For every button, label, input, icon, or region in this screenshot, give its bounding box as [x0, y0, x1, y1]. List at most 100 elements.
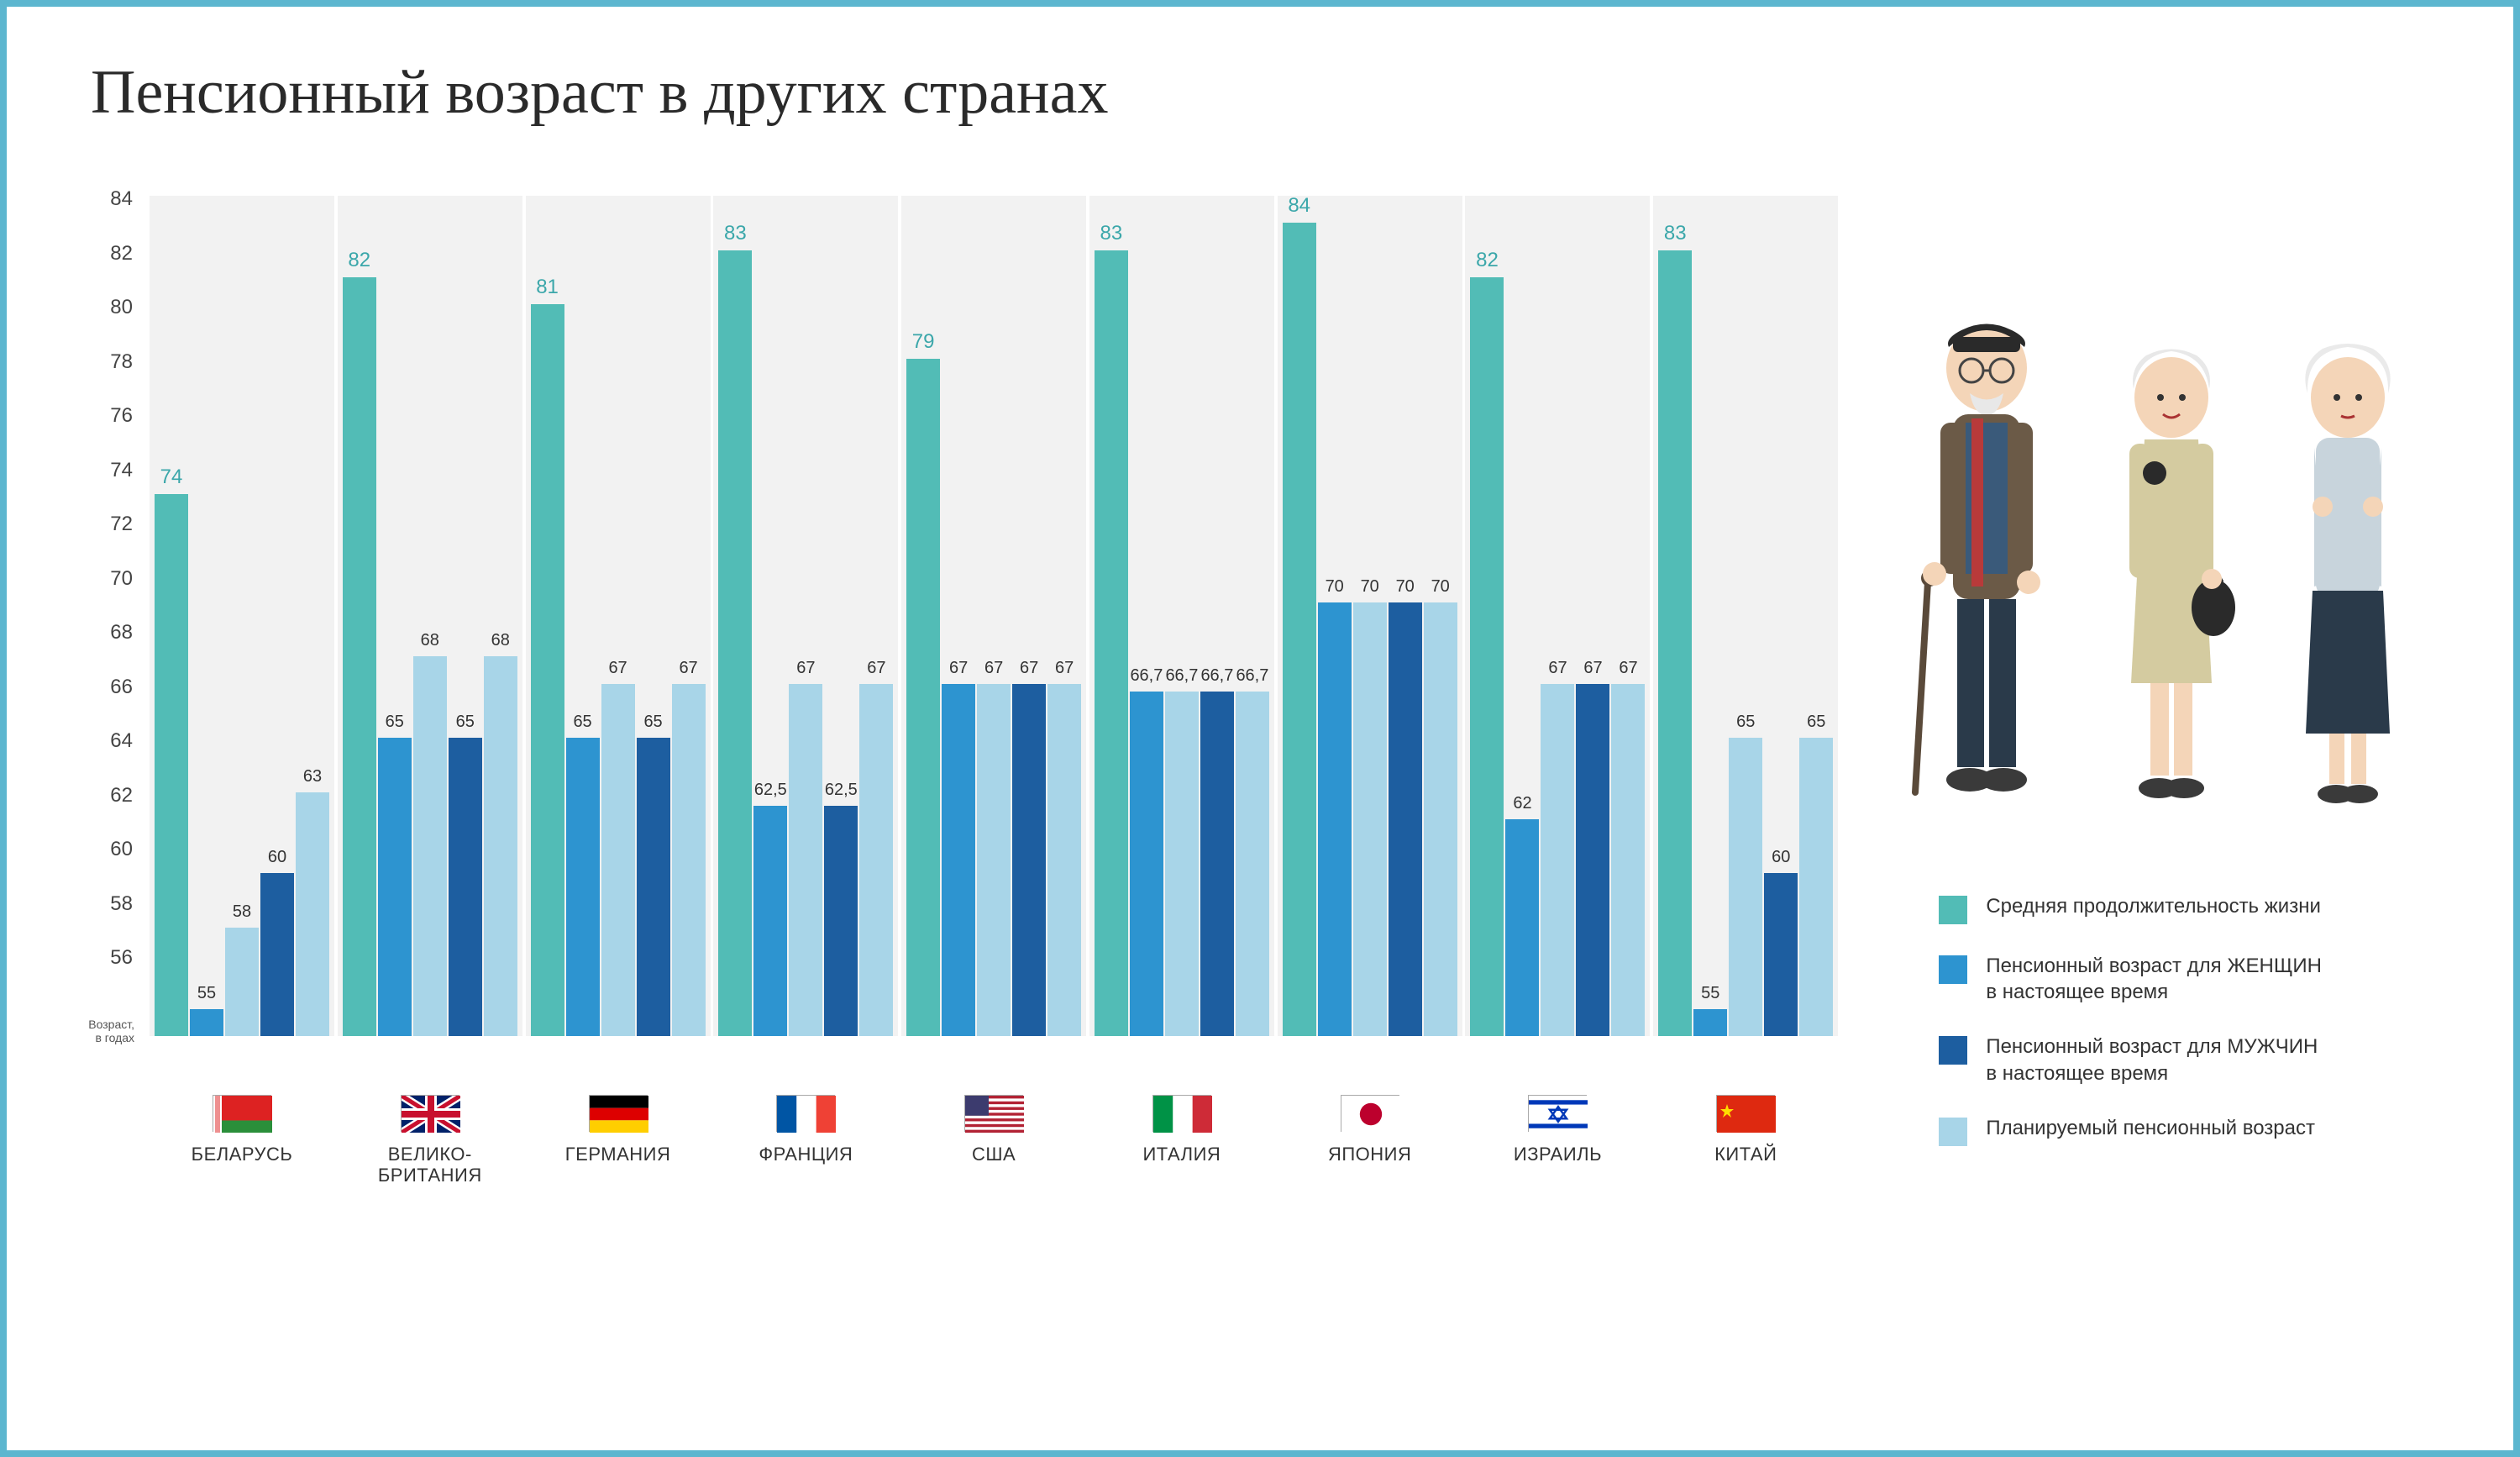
x-label-group: США — [901, 1086, 1086, 1221]
bar-men: 67 — [1012, 684, 1046, 1036]
bar-women_plan: 66,7 — [1165, 692, 1199, 1036]
bar-men: 70 — [1389, 602, 1422, 1036]
bar-men_plan: 67 — [1047, 684, 1081, 1036]
y-tick: 64 — [110, 729, 133, 753]
country-name: США — [901, 1144, 1086, 1165]
bar-value-label: 67 — [1055, 659, 1074, 678]
y-tick: 78 — [110, 350, 133, 374]
bar-women_plan: 68 — [413, 656, 447, 1036]
bar-life: 81 — [531, 304, 564, 1036]
bar-value-label: 67 — [1619, 659, 1637, 678]
bar-men: 65 — [449, 738, 482, 1036]
infographic-frame: Пенсионный возраст в других странах 56 58… — [0, 0, 2520, 1457]
legend-item: Пенсионный возраст для ЖЕНЩИНв настоящее… — [1939, 953, 2446, 1005]
bar-value-label: 65 — [386, 713, 404, 732]
y-tick: 66 — [110, 676, 133, 699]
country-name: ВЕЛИКО-БРИТАНИЯ — [338, 1144, 522, 1186]
legend-item: Средняя продолжительность жизни — [1939, 893, 2446, 924]
flag-icon — [401, 1095, 459, 1132]
bar-value-label: 82 — [348, 249, 370, 272]
flag-icon — [1716, 1095, 1775, 1132]
bar-value-label: 67 — [1583, 659, 1602, 678]
bar-value-label: 70 — [1431, 577, 1450, 597]
y-tick: 74 — [110, 459, 133, 482]
bar-women_plan: 67 — [601, 684, 635, 1036]
bar-life: 74 — [155, 494, 188, 1036]
bar-value-label: 70 — [1396, 577, 1415, 597]
flag-icon — [1152, 1095, 1211, 1132]
x-label-group: ВЕЛИКО-БРИТАНИЯ — [338, 1086, 522, 1221]
country-name: ИЗРАИЛЬ — [1465, 1144, 1650, 1165]
flag-icon — [589, 1095, 648, 1132]
bar-value-label: 58 — [233, 902, 251, 922]
bar-women: 65 — [378, 738, 412, 1036]
bar-life: 82 — [1470, 277, 1504, 1036]
bar-men: 66,7 — [1200, 692, 1234, 1036]
bar-value-label: 70 — [1326, 577, 1344, 597]
bar-men_plan: 67 — [672, 684, 706, 1036]
bar-value-label: 67 — [984, 659, 1003, 678]
bar-men: 60 — [1764, 873, 1798, 1036]
bar-women: 62 — [1505, 819, 1539, 1036]
bar-value-label: 66,7 — [1130, 666, 1163, 686]
elderly-illustration — [1880, 196, 2446, 834]
legend-text: Планируемый пенсионный возраст — [1986, 1115, 2315, 1141]
bar-value-label: 65 — [1736, 713, 1755, 732]
bar-life: 83 — [1658, 250, 1692, 1036]
bar-group: 7967676767 — [901, 196, 1086, 1036]
bar-group: 8470707070 — [1278, 196, 1462, 1036]
bar-group: 8362,56762,567 — [713, 196, 898, 1036]
legend-swatch — [1939, 955, 1967, 984]
y-tick: 70 — [110, 567, 133, 591]
flag-icon — [964, 1095, 1023, 1132]
flag-icon — [1528, 1095, 1587, 1132]
bar-women_plan: 70 — [1353, 602, 1387, 1036]
bar-value-label: 62,5 — [825, 781, 858, 800]
bar-life: 84 — [1283, 223, 1316, 1036]
bar-value-label: 79 — [912, 330, 935, 354]
bar-value-label: 65 — [1807, 713, 1825, 732]
bar-value-label: 65 — [573, 713, 591, 732]
bar-women: 55 — [1693, 1009, 1727, 1036]
legend-item: Планируемый пенсионный возраст — [1939, 1115, 2446, 1146]
bar-men: 67 — [1576, 684, 1609, 1036]
x-label-group: ГЕРМАНИЯ — [526, 1086, 711, 1221]
bar-women: 67 — [942, 684, 975, 1036]
y-tick: 56 — [110, 946, 133, 970]
flag-icon — [776, 1095, 835, 1132]
bar-value-label: 62,5 — [754, 781, 787, 800]
bar-value-label: 55 — [1701, 984, 1719, 1003]
bar-value-label: 67 — [1548, 659, 1567, 678]
x-label-group: ЯПОНИЯ — [1278, 1086, 1462, 1221]
page-title: Пенсионный возраст в других странах — [91, 57, 2446, 129]
bar-value-label: 67 — [679, 659, 697, 678]
bar-life: 83 — [718, 250, 752, 1036]
bar-men_plan: 70 — [1424, 602, 1457, 1036]
x-label-group: БЕЛАРУСЬ — [150, 1086, 334, 1221]
sidebar: Средняя продолжительность жизни Пенсионны… — [1880, 196, 2446, 1221]
bar-groups: 7455586063826568656881656765678362,56762… — [150, 196, 1838, 1036]
bar-value-label: 66,7 — [1236, 666, 1268, 686]
bar-women_plan: 58 — [225, 928, 259, 1036]
flag-icon — [1341, 1095, 1399, 1132]
legend-item: Пенсионный возраст для МУЖЧИНв настоящее… — [1939, 1034, 2446, 1086]
bar-women_plan: 65 — [1729, 738, 1762, 1036]
bar-value-label: 63 — [303, 767, 322, 786]
bar-value-label: 67 — [949, 659, 968, 678]
y-tick: 76 — [110, 404, 133, 428]
bar-value-label: 74 — [160, 466, 183, 489]
bar-value-label: 83 — [1100, 222, 1123, 245]
elderly-woman-2-icon — [2264, 330, 2432, 834]
bar-value-label: 83 — [1664, 222, 1687, 245]
elderly-woman-1-icon — [2087, 330, 2255, 834]
y-tick: 58 — [110, 892, 133, 916]
bar-value-label: 55 — [197, 984, 216, 1003]
y-tick: 62 — [110, 784, 133, 807]
x-label-group: ИТАЛИЯ — [1089, 1086, 1274, 1221]
content-row: 565860626466687072747678808284Возраст,в … — [74, 196, 2446, 1221]
bar-value-label: 66,7 — [1165, 666, 1198, 686]
bar-value-label: 65 — [643, 713, 662, 732]
flag-icon — [213, 1095, 271, 1132]
bar-value-label: 67 — [1020, 659, 1038, 678]
legend-swatch — [1939, 896, 1967, 924]
